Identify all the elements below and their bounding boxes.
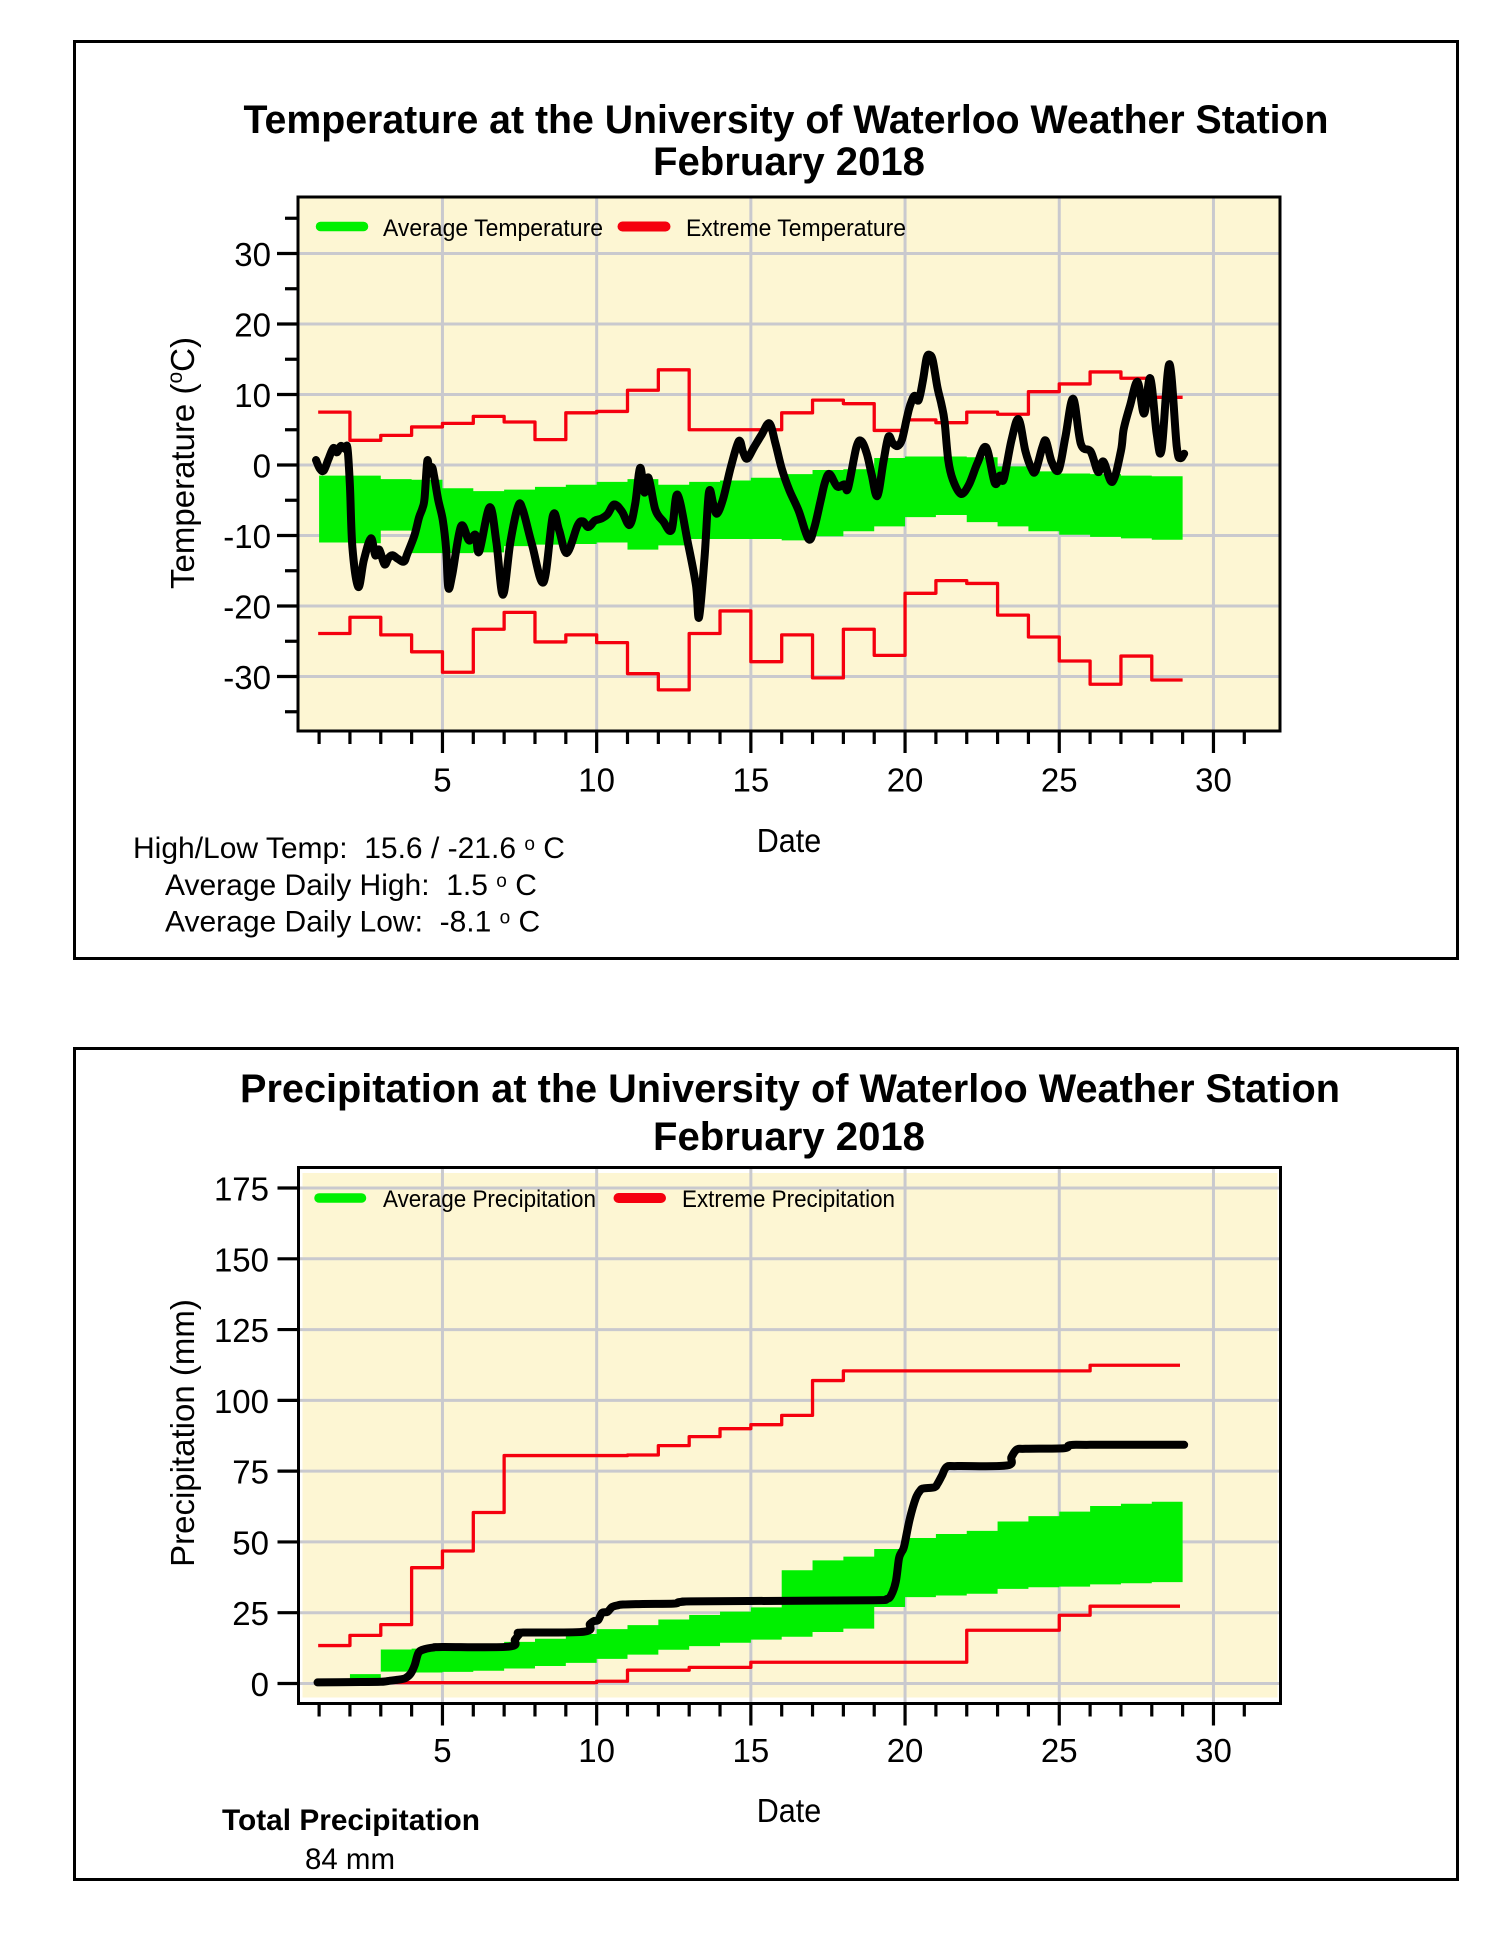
svg-text:125: 125 (214, 1312, 269, 1349)
svg-text:30: 30 (234, 236, 271, 273)
svg-text:30: 30 (1195, 762, 1232, 799)
svg-text:10: 10 (234, 377, 271, 414)
svg-text:20: 20 (887, 1732, 924, 1769)
svg-text:175: 175 (214, 1171, 269, 1208)
svg-text:-10: -10 (223, 518, 271, 555)
svg-text:20: 20 (887, 762, 924, 799)
svg-text:150: 150 (214, 1241, 269, 1278)
svg-text:Average Daily High: 1.5 o C: Average Daily High: 1.5 o C (165, 869, 537, 902)
svg-text:30: 30 (1195, 1732, 1232, 1769)
svg-text:High/Low Temp: 15.6 / -21.6 o: High/Low Temp: 15.6 / -21.6 o C (133, 832, 565, 865)
svg-text:Average Precipitation: Average Precipitation (383, 1186, 596, 1213)
svg-text:Extreme Temperature: Extreme Temperature (686, 215, 906, 242)
svg-text:Date: Date (757, 1792, 822, 1829)
svg-text:0: 0 (253, 448, 271, 485)
svg-text:5: 5 (433, 1732, 451, 1769)
svg-text:Date: Date (757, 822, 822, 859)
svg-text:84 mm: 84 mm (305, 1843, 395, 1876)
svg-text:Precipitation (mm): Precipitation (mm) (164, 1299, 201, 1567)
svg-text:75: 75 (232, 1454, 269, 1491)
svg-text:10: 10 (578, 762, 615, 799)
svg-text:25: 25 (232, 1595, 269, 1632)
svg-text:Average Temperature: Average Temperature (383, 215, 603, 242)
svg-text:Precipitation at the Universit: Precipitation at the University of Water… (240, 1067, 1340, 1111)
svg-text:Average Daily Low: -8.1 o C: Average Daily Low: -8.1 o C (165, 906, 540, 939)
svg-text:25: 25 (1041, 1732, 1078, 1769)
svg-text:Extreme Precipitation: Extreme Precipitation (682, 1186, 895, 1213)
svg-text:15: 15 (733, 762, 770, 799)
svg-text:February 2018: February 2018 (653, 140, 925, 184)
svg-text:0: 0 (251, 1666, 269, 1703)
svg-text:10: 10 (578, 1732, 615, 1769)
svg-text:February 2018: February 2018 (653, 1115, 925, 1159)
svg-text:-30: -30 (223, 659, 271, 696)
svg-text:Temperature at the University: Temperature at the University of Waterlo… (244, 98, 1329, 142)
svg-text:25: 25 (1041, 762, 1078, 799)
svg-text:-20: -20 (223, 589, 271, 626)
svg-text:15: 15 (733, 1732, 770, 1769)
svg-text:100: 100 (214, 1383, 269, 1420)
svg-text:20: 20 (234, 307, 271, 344)
svg-text:5: 5 (433, 762, 451, 799)
svg-text:50: 50 (232, 1524, 269, 1561)
svg-text:Total Precipitation: Total Precipitation (222, 1804, 480, 1837)
